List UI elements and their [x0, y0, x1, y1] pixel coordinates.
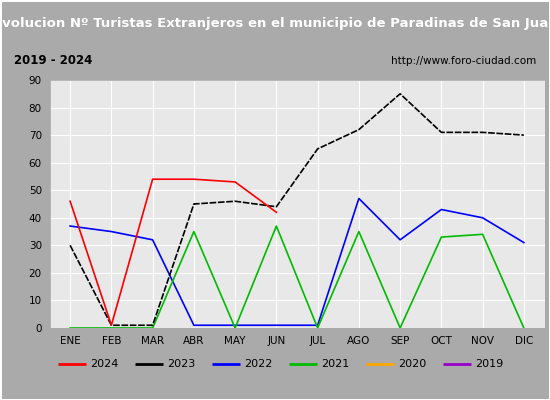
Text: Evolucion Nº Turistas Extranjeros en el municipio de Paradinas de San Juan: Evolucion Nº Turistas Extranjeros en el … — [0, 16, 550, 30]
Text: http://www.foro-ciudad.com: http://www.foro-ciudad.com — [391, 56, 536, 66]
Text: 2019 - 2024: 2019 - 2024 — [14, 54, 92, 68]
Text: 2022: 2022 — [244, 359, 273, 369]
Text: 2024: 2024 — [90, 359, 119, 369]
Text: 2023: 2023 — [167, 359, 195, 369]
Text: 2019: 2019 — [475, 359, 503, 369]
Text: 2021: 2021 — [321, 359, 349, 369]
Text: 2020: 2020 — [398, 359, 426, 369]
